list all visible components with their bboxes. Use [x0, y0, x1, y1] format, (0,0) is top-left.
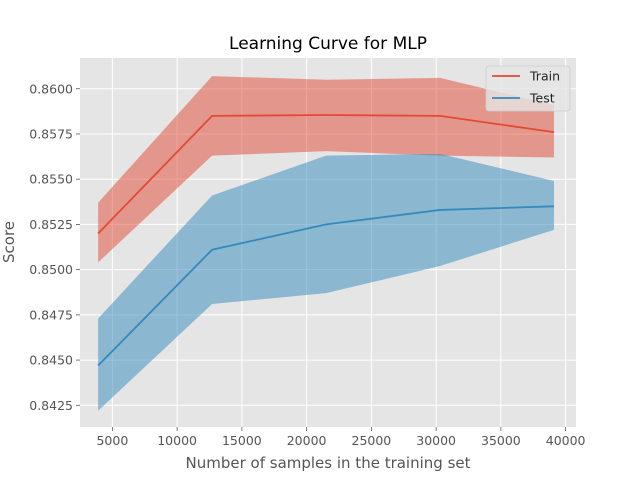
x-tick-label: 20000 [287, 433, 327, 448]
y-tick-label: 0.8475 [29, 307, 73, 322]
y-tick-label: 0.8450 [29, 353, 73, 368]
x-tick-label: 10000 [157, 433, 197, 448]
x-tick-label: 25000 [352, 433, 392, 448]
y-tick-label: 0.8550 [29, 172, 73, 187]
legend-label-train: Train [529, 69, 560, 84]
legend-box [485, 65, 571, 112]
chart-title: Learning Curve for MLP [229, 34, 427, 54]
test-confidence-band [98, 153, 554, 411]
x-tick-label: 30000 [416, 433, 456, 448]
legend-label-test: Test [529, 91, 555, 106]
y-tick-label: 0.8425 [29, 398, 73, 413]
train-confidence-band [98, 76, 554, 263]
y-tick-label: 0.8500 [29, 262, 73, 277]
confidence-bands [98, 76, 554, 411]
y-tick-label: 0.8600 [29, 81, 73, 96]
x-tick-label: 35000 [481, 433, 521, 448]
x-tick-label: 15000 [222, 433, 262, 448]
x-axis-title: Number of samples in the training set [186, 454, 471, 472]
legend: Train Test [485, 65, 571, 112]
x-tick-label: 5000 [96, 433, 128, 448]
y-tick-label: 0.8575 [29, 126, 73, 141]
train-line [97, 114, 555, 235]
x-tick-label: 40000 [546, 433, 586, 448]
y-axis-title: Score [0, 221, 18, 263]
y-tick-label: 0.8525 [29, 217, 73, 232]
series-lines [97, 114, 555, 367]
test-line [97, 205, 555, 367]
tick-labels: 5000 10000 15000 20000 25000 30000 35000 40000 0… [29, 81, 585, 448]
